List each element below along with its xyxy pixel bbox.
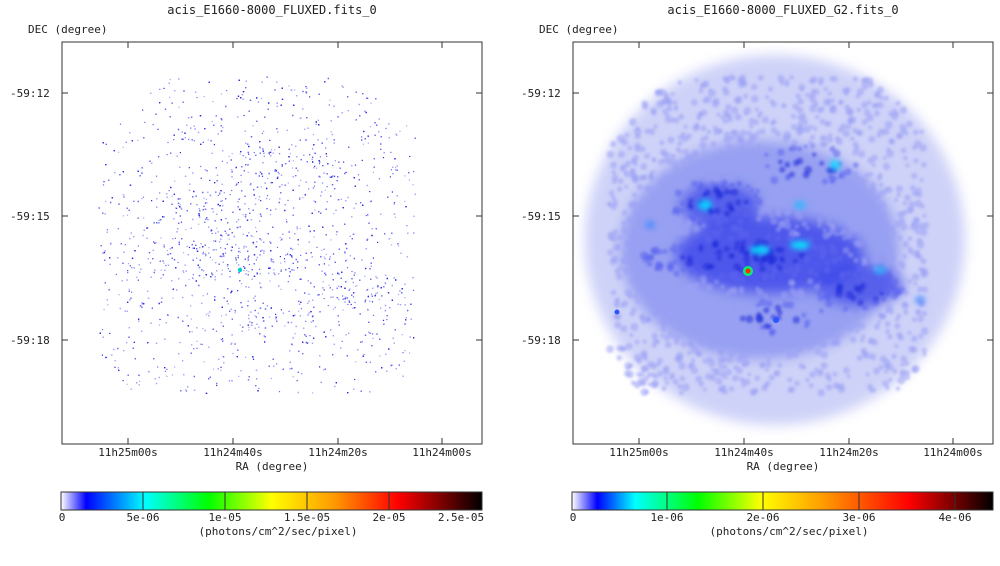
panel-1: acis_E1660-8000_FLUXED.fits_0 DEC (degre…: [10, 3, 484, 538]
panel-2-clump-6: [645, 221, 655, 229]
panel-2-clump-1: [794, 201, 806, 209]
panel-2-ra-tick-0: 11h25m00s: [609, 446, 669, 459]
panel-1-title: acis_E1660-8000_FLUXED.fits_0: [167, 3, 377, 17]
panel-1-colorbar-tick-4: 2e-05: [372, 511, 405, 524]
panel-1-ra-tick-3: 11h24m00s: [412, 446, 472, 459]
panel-2-colorbar-tick-1: 1e-06: [650, 511, 683, 524]
panel-1-dec-label: DEC (degree): [28, 23, 107, 36]
panel-2-source-south: [773, 317, 779, 323]
panel-2-clump-3: [790, 241, 810, 249]
panel-2-clump-4: [830, 160, 840, 170]
panel-2-ra-label: RA (degree): [747, 460, 820, 473]
panel-2-source-west: [615, 310, 620, 315]
panel-1-ra-label: RA (degree): [236, 460, 309, 473]
panel-2-colorbar-tick-2: 2e-06: [746, 511, 779, 524]
panel-1-colorbar-tick-2: 1e-05: [208, 511, 241, 524]
panel-2: acis_E1660-8000_FLUXED_G2.fits_0 DEC (de…: [521, 3, 993, 538]
panel-1-ra-tick-0: 11h25m00s: [98, 446, 158, 459]
panel-1-ra-tick-2: 11h24m20s: [308, 446, 368, 459]
panel-1-image: [62, 42, 482, 444]
panel-1-colorbar-tick-0: 0: [59, 511, 66, 524]
panel-1-colorbar-units: (photons/cm^2/sec/pixel): [199, 525, 358, 538]
panel-2-peak-source: [746, 269, 751, 274]
panel-2-dec-tick-0: -59:12: [521, 87, 561, 100]
panel-2-title: acis_E1660-8000_FLUXED_G2.fits_0: [667, 3, 898, 17]
panel-1-colorbar: 0 5e-06 1e-05 1.5e-05 2e-05 2.5e-05 (pho…: [59, 492, 484, 538]
panel-2-clump-5: [874, 266, 886, 274]
panel-1-dec-tick-2: -59:18: [10, 334, 50, 347]
panel-2-clump-7: [915, 296, 925, 304]
panel-1-colorbar-tick-1: 5e-06: [126, 511, 159, 524]
panel-1-bright-source: [238, 268, 242, 272]
panel-1-dec-tick-1: -59:15: [10, 210, 50, 223]
panel-2-clump-2: [750, 246, 770, 254]
panel-2-ra-tick-3: 11h24m00s: [923, 446, 983, 459]
panel-2-dec-label: DEC (degree): [539, 23, 618, 36]
panel-2-colorbar-gradient: [572, 492, 993, 510]
panel-1-colorbar-tick-5: 2.5e-05: [438, 511, 484, 524]
panel-2-colorbar-tick-0: 0: [570, 511, 577, 524]
panel-1-ra-tick-1: 11h24m40s: [203, 446, 263, 459]
panel-2-ra-tick-2: 11h24m20s: [819, 446, 879, 459]
panel-2-dec-tick-2: -59:18: [521, 334, 561, 347]
panel-2-colorbar: 0 1e-06 2e-06 3e-06 4e-06 (photons/cm^2/…: [570, 492, 993, 538]
panel-2-colorbar-tick-3: 3e-06: [842, 511, 875, 524]
panel-1-colorbar-gradient: [61, 492, 482, 510]
panel-2-colorbar-units: (photons/cm^2/sec/pixel): [710, 525, 869, 538]
panel-1-colorbar-tick-3: 1.5e-05: [284, 511, 330, 524]
panel-1-dec-tick-0: -59:12: [10, 87, 50, 100]
panel-2-colorbar-tick-4: 4e-06: [938, 511, 971, 524]
panel-2-image: [573, 42, 993, 444]
panel-2-clump-0: [698, 200, 712, 210]
panel-2-dec-tick-1: -59:15: [521, 210, 561, 223]
panel-2-ra-tick-1: 11h24m40s: [714, 446, 774, 459]
